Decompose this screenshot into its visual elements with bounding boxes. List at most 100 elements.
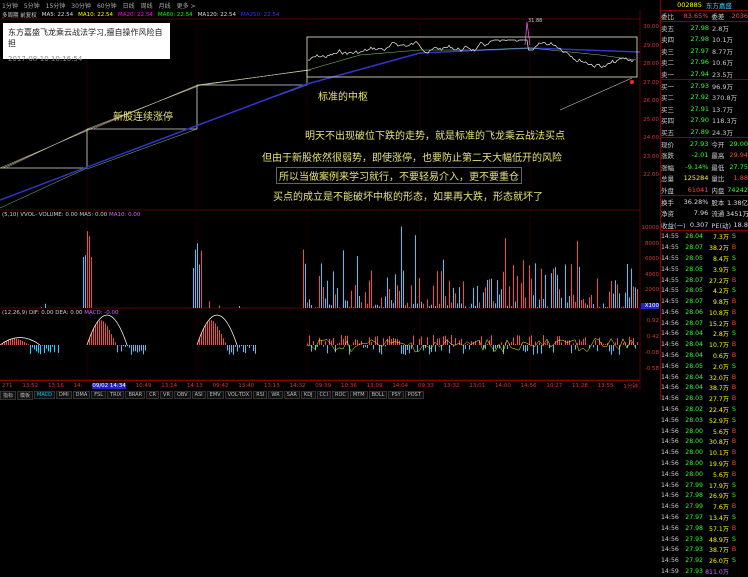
tick-side: S [729, 514, 739, 521]
macd-bar [139, 345, 140, 352]
volume-bar [517, 276, 518, 308]
tick-time: 14:56 [661, 460, 683, 467]
indicator-tab[interactable]: PSY [388, 391, 403, 399]
tick-side: S [729, 363, 739, 370]
tick-side: B [729, 503, 739, 510]
quote-cell: 最高 [708, 150, 726, 160]
macd-bar [605, 344, 606, 345]
volume-bar [219, 306, 220, 308]
time-tick: 13:55 [598, 383, 614, 389]
indicator-tab[interactable]: TRIX [107, 391, 124, 399]
volume-bar [561, 298, 562, 308]
volume-bar [545, 275, 546, 308]
macd-bar [251, 345, 252, 346]
macd-bar [525, 345, 526, 352]
tick-side: S [729, 406, 739, 413]
quote-cell: 涨幅 [661, 162, 679, 172]
tick-time: 14:56 [661, 503, 683, 510]
volume-bar [473, 288, 474, 308]
macd-bar [545, 343, 546, 345]
macd-bar [361, 341, 362, 345]
indicator-tab[interactable]: POST [405, 391, 424, 399]
macd-bar [537, 345, 538, 354]
tick-side: S [729, 536, 739, 543]
volume-bar [375, 305, 376, 308]
indicator-tab[interactable]: CR [146, 391, 159, 399]
indicator-tab[interactable]: FSL [91, 391, 106, 399]
indicator-tab[interactable]: VOL-TDX [225, 391, 253, 399]
indicator-tab[interactable]: DMI [56, 391, 72, 399]
macd-bar [419, 339, 420, 345]
indicator-tab[interactable]: BOLL [369, 391, 388, 399]
indicator-tab[interactable]: DMA [73, 391, 91, 399]
price-tick: 26.00 [641, 98, 659, 104]
macd-bar [307, 343, 308, 345]
quote-cell: -2.01 [679, 151, 709, 159]
indicator-tab[interactable]: ROC [332, 391, 349, 399]
indicator-tab[interactable]: CCI [317, 391, 331, 399]
volume-bar [465, 306, 466, 308]
tick-price: 27.99 [683, 482, 703, 489]
indicator-tab[interactable]: WR [268, 391, 282, 399]
indicator-tab[interactable]: MACD [34, 391, 55, 399]
macd-bar [561, 342, 562, 345]
macd-bar [511, 342, 512, 345]
volume-tick: X100 [641, 303, 659, 309]
macd-bar [93, 329, 94, 345]
ma-line [0, 129, 91, 168]
indicator-tab[interactable]: SAR [284, 391, 300, 399]
macd-bar [34, 345, 35, 350]
quote-cell: 27.98 [679, 35, 709, 43]
volume-bar [479, 303, 480, 308]
macd-bar [507, 345, 508, 349]
volume-bar [559, 289, 560, 308]
volume-bar [317, 307, 318, 308]
quote-cell: 3451万 [726, 208, 748, 218]
macd-bar [565, 340, 566, 345]
volume-bar [437, 271, 438, 308]
macd-bar [595, 340, 596, 345]
volume-bar [439, 304, 440, 308]
volume-bar [403, 271, 404, 308]
indicator-tab[interactable]: BRAR [125, 391, 145, 399]
macd-bar [603, 344, 604, 345]
volume-tick: 2000 [641, 287, 659, 293]
indicator-tab[interactable]: MTM [350, 391, 368, 399]
quote-cell: 卖五 [661, 23, 679, 33]
tick-time: 14:55 [661, 255, 683, 262]
tick-side: S [729, 330, 739, 337]
quote-cell: 29.94 [726, 151, 748, 159]
trend-line [560, 78, 632, 110]
macd-bar [585, 337, 586, 345]
macd-bar [143, 345, 144, 354]
volume-bar [505, 238, 506, 308]
quote-cell: 27.94 [679, 70, 709, 78]
macd-tick: -0.58 [641, 366, 659, 372]
tick-price: 28.00 [683, 471, 703, 478]
indicator-tab[interactable]: VR [160, 391, 173, 399]
volume-bar [521, 283, 522, 308]
indicator-tab[interactable]: EMV [207, 391, 224, 399]
volume-bar [339, 307, 340, 308]
price-tick: 22.00 [641, 172, 659, 178]
tick-time: 14:56 [661, 352, 683, 359]
indicator-tab[interactable]: ASI [192, 391, 206, 399]
macd-bar [109, 330, 110, 345]
indicator-tab[interactable]: RSI [253, 391, 267, 399]
volume-bar [493, 301, 494, 308]
indicator-tab[interactable]: 指标 [0, 391, 16, 400]
tick-time: 14:55 [661, 287, 683, 294]
indicator-tab[interactable]: KDJ [301, 391, 316, 399]
indicator-tab[interactable]: 模板 [17, 391, 33, 400]
price-tick: 23.00 [641, 154, 659, 160]
macd-bar [327, 345, 328, 353]
indicator-tab[interactable]: OBV [174, 391, 191, 399]
